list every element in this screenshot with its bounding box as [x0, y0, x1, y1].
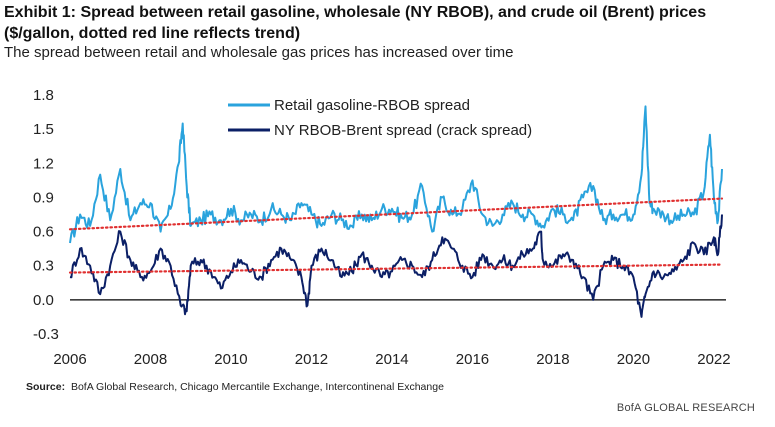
- y-tick-label: 0.6: [33, 224, 54, 241]
- chart-subtitle: The spread between retail and wholesale …: [4, 44, 514, 61]
- y-tick-label: 1.2: [33, 155, 54, 172]
- x-tick-label: 2016: [456, 351, 489, 368]
- x-tick-label: 2012: [295, 351, 328, 368]
- y-tick-label: 1.5: [33, 121, 54, 138]
- series-layer: [68, 105, 726, 318]
- footer-brand: BofA GLOBAL RESEARCH: [616, 402, 755, 414]
- y-axis: 1.8 1.5 1.2 0.9 0.6 0.3 0.0 -0.3: [33, 87, 59, 343]
- series-crack-spread: [69, 214, 723, 318]
- x-tick-label: 2014: [375, 351, 408, 368]
- legend: Retail gasoline-RBOB spread NY RBOB-Brent…: [228, 97, 532, 139]
- x-axis: 2006 2008 2010 2012 2014 2016 2018 2020 2022: [53, 351, 730, 368]
- x-tick-label: 2018: [536, 351, 569, 368]
- series-retail-rbob-spread: [69, 105, 723, 244]
- x-tick-label: 2008: [134, 351, 167, 368]
- x-tick-label: 2006: [53, 351, 86, 368]
- chart-title: Exhibit 1: Spread between retail gasolin…: [4, 4, 707, 42]
- source-label: Source:: [26, 381, 66, 393]
- y-tick-label: 0.3: [33, 258, 54, 275]
- y-tick-label: -0.3: [33, 326, 59, 343]
- legend-label: NY RBOB-Brent spread (crack spread): [274, 122, 532, 139]
- legend-label: Retail gasoline-RBOB spread: [274, 97, 470, 114]
- y-tick-label: 0.9: [33, 189, 54, 206]
- y-tick-label: 1.8: [33, 87, 54, 104]
- x-tick-label: 2020: [617, 351, 650, 368]
- x-tick-label: 2022: [697, 351, 730, 368]
- y-tick-label: 0.0: [33, 292, 54, 309]
- source-text: BofA Global Research, Chicago Mercantile…: [70, 381, 444, 393]
- source-note: Source: BofA Global Research, Chicago Me…: [26, 381, 444, 393]
- x-tick-label: 2010: [214, 351, 247, 368]
- trend-line-retail: [68, 197, 724, 231]
- trend-line-crack: [68, 263, 724, 274]
